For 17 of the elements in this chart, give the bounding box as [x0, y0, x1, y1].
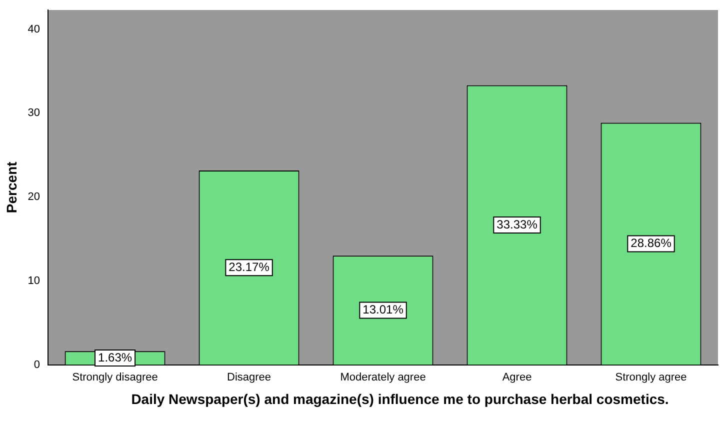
- x-tick-label: Moderately agree: [340, 371, 426, 384]
- y-tick-label: 0: [34, 358, 40, 371]
- data-label: 1.63%: [98, 350, 132, 364]
- data-label: 33.33%: [496, 217, 538, 232]
- data-label: 23.17%: [228, 260, 270, 274]
- y-tick-label: 10: [28, 274, 40, 287]
- data-label: 28.86%: [630, 236, 672, 250]
- y-tick-label: 20: [28, 191, 40, 204]
- y-axis-title: Percent: [3, 161, 20, 214]
- x-tick-label: Agree: [502, 371, 532, 384]
- x-axis-title: Daily Newspaper(s) and magazine(s) influence me to purchase herbal cosmetics.: [130, 391, 670, 407]
- data-label: 13.01%: [362, 302, 404, 317]
- x-tick-label: Strongly disagree: [72, 371, 158, 384]
- x-tick-label: Strongly agree: [615, 371, 687, 384]
- y-tick-label: 30: [28, 107, 40, 120]
- x-tick-label: Disagree: [227, 371, 272, 384]
- y-tick-label: 40: [28, 23, 40, 36]
